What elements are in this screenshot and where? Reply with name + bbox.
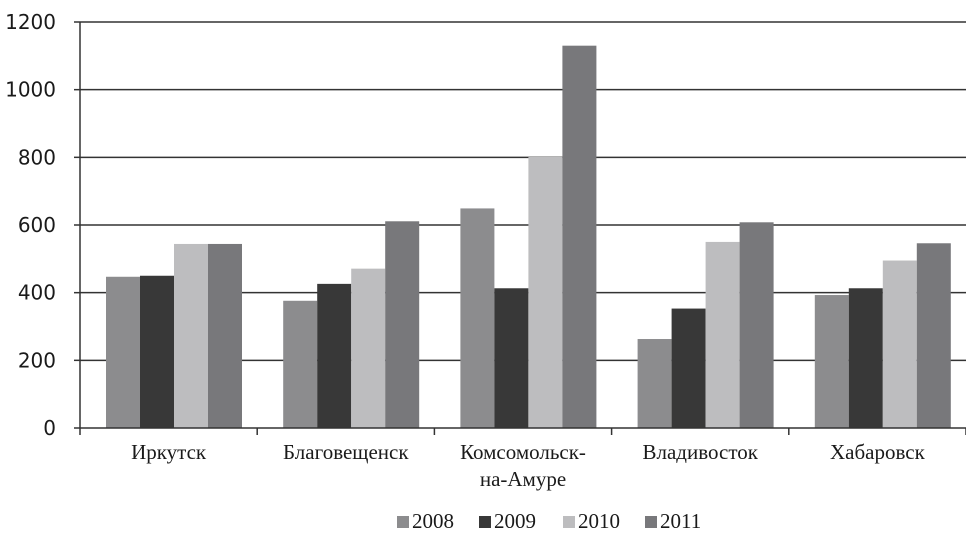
y-tick-label: 600 [18, 213, 56, 237]
bar-2008-2 [460, 208, 495, 428]
bar-2008-3 [637, 339, 672, 428]
legend-label-2008: 2008 [412, 509, 454, 533]
bar-2008-4 [814, 295, 849, 428]
bar-2009-1 [317, 283, 352, 428]
legend-swatch-2009 [479, 516, 491, 528]
legend-swatch-2011 [645, 516, 657, 528]
bar-2009-2 [494, 288, 529, 428]
bar-2011-0 [208, 243, 242, 428]
bar-2011-4 [916, 243, 951, 428]
bar-2010-0 [174, 243, 208, 428]
legend-swatch-2010 [563, 516, 575, 528]
x-category-label: Комсомольск- [460, 440, 586, 464]
x-category-label: на-Амуре [480, 467, 566, 491]
bar-2010-2 [528, 156, 563, 428]
x-category-label: Хабаровск [830, 440, 926, 464]
x-category-label: Благовещенск [283, 440, 409, 464]
y-tick-label: 200 [18, 348, 56, 372]
bar-2011-1 [385, 221, 420, 428]
y-tick-label: 0 [43, 416, 56, 440]
axes [74, 21, 966, 435]
bar-2009-3 [671, 308, 706, 428]
bar-2011-2 [562, 45, 597, 428]
legend-label-2011: 2011 [660, 509, 701, 533]
bar-2009-0 [140, 275, 174, 428]
legend-label-2010: 2010 [578, 509, 620, 533]
y-tick-label: 1000 [5, 78, 56, 102]
legend-swatch-2008 [397, 516, 409, 528]
y-tick-label: 800 [18, 145, 56, 169]
x-category-label: Иркутск [131, 440, 207, 464]
bar-2010-4 [882, 260, 917, 428]
category-labels: Иркутск Благовещенск Комсомольск-на-Амуре В… [131, 440, 926, 491]
y-tick-label: 1200 [5, 10, 56, 34]
bar-2009-4 [848, 288, 883, 428]
x-category-label: Владивосток [642, 440, 758, 464]
y-tick-labels: 0 200 400 600 800 1000 1200 [5, 10, 56, 440]
legend-label-2009: 2009 [494, 509, 536, 533]
bar-2010-1 [351, 268, 386, 428]
bar-2008-1 [283, 300, 318, 428]
bars [106, 45, 951, 428]
y-tick-label: 400 [18, 281, 56, 305]
legend: 2008 2009 2010 2011 [397, 509, 701, 533]
bar-2011-3 [739, 222, 774, 428]
bar-2010-3 [705, 241, 740, 428]
bar-2008-0 [106, 276, 140, 428]
